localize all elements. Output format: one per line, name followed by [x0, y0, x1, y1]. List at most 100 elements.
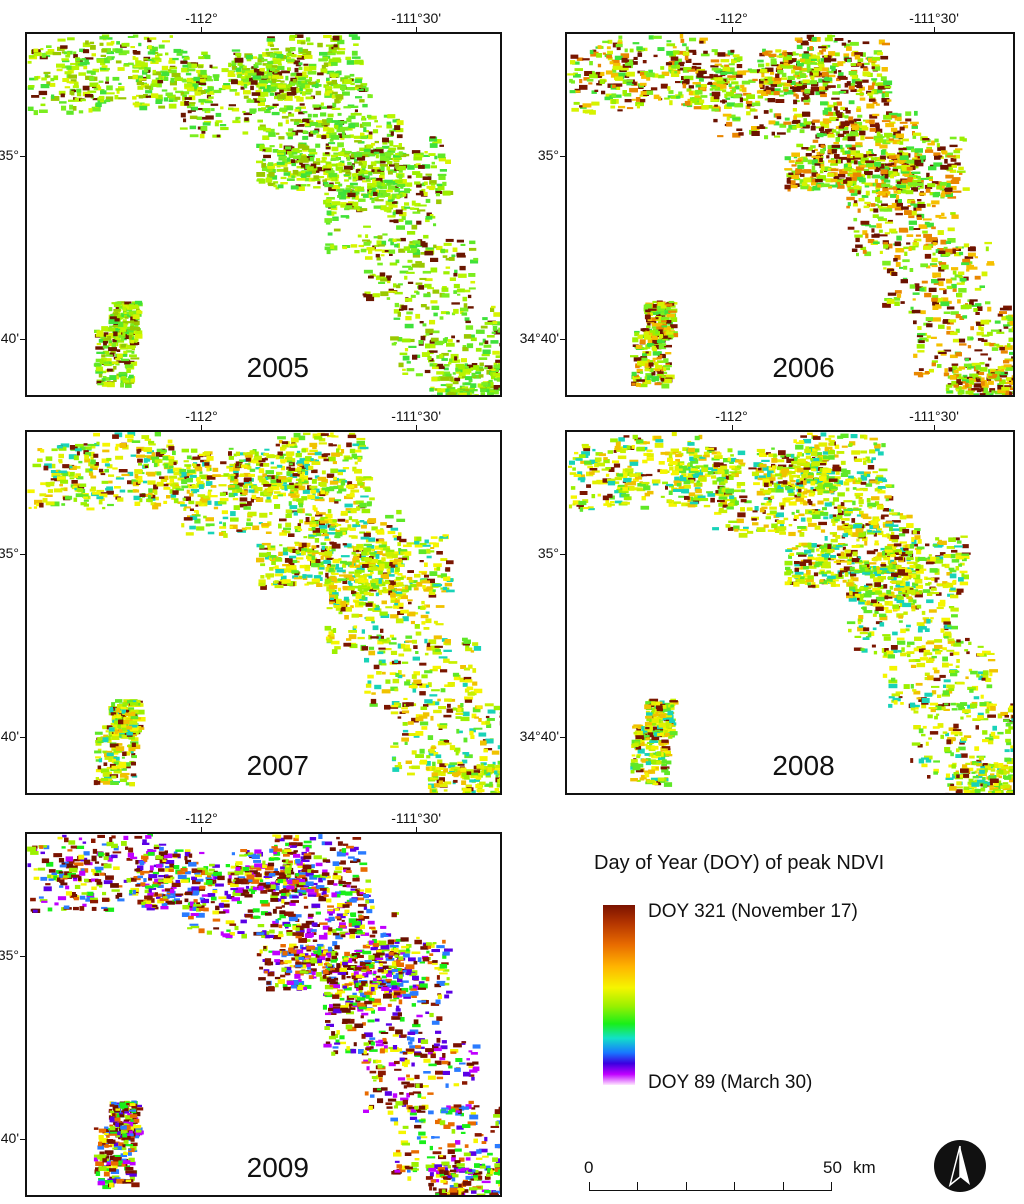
ndvi-pixel: [67, 37, 75, 41]
ndvi-pixel: [639, 339, 646, 345]
ndvi-pixel: [76, 88, 82, 93]
ndvi-pixel: [650, 311, 659, 315]
ndvi-pixel: [887, 219, 893, 223]
ndvi-pixel: [415, 192, 422, 196]
ndvi-pixel: [115, 48, 123, 54]
ndvi-pixel: [661, 320, 667, 323]
ndvi-pixel: [355, 77, 363, 80]
ndvi-pixel: [969, 380, 975, 385]
ndvi-pixel: [334, 181, 341, 184]
ndvi-pixel: [864, 170, 873, 176]
ndvi-pixel: [475, 371, 482, 375]
ndvi-pixel: [75, 473, 81, 476]
ndvi-pixel: [717, 52, 726, 57]
ndvi-pixel: [691, 65, 697, 71]
ndvi-pixel: [143, 36, 149, 40]
ndvi-pixel: [404, 206, 411, 209]
ndvi-pixel: [934, 155, 941, 160]
ndvi-pixel: [269, 92, 275, 96]
ndvi-pixel: [912, 132, 922, 136]
ndvi-pixel: [878, 39, 885, 45]
ndvi-pixel: [461, 386, 469, 389]
ndvi-pixel: [863, 168, 870, 171]
ndvi-pixel: [129, 304, 138, 309]
ndvi-pixel: [848, 100, 855, 105]
ndvi-pixel: [797, 165, 805, 169]
ndvi-pixel: [357, 234, 362, 238]
ndvi-pixel: [960, 381, 966, 384]
ndvi-pixel: [295, 75, 299, 81]
ndvi-pixel: [98, 373, 103, 378]
ndvi-pixel: [702, 76, 712, 79]
ndvi-pixel: [173, 498, 179, 504]
ndvi-pixel: [131, 320, 140, 325]
ndvi-pixel: [790, 80, 796, 85]
ndvi-pixel: [354, 250, 360, 254]
ndvi-pixel: [417, 209, 426, 212]
ndvi-pixel: [827, 134, 835, 138]
ndvi-pixel: [360, 152, 370, 157]
ndvi-pixel: [191, 79, 200, 84]
ndvi-pixel: [389, 262, 398, 266]
ndvi-pixel: [148, 440, 155, 444]
ndvi-pixel: [928, 166, 937, 171]
ndvi-pixel: [212, 74, 220, 78]
ndvi-pixel: [646, 325, 651, 329]
ndvi-pixel: [118, 372, 128, 378]
ndvi-pixel: [861, 52, 866, 57]
ndvi-pixel: [449, 376, 454, 382]
ndvi-pixel: [370, 161, 377, 167]
ndvi-pixel: [331, 201, 341, 206]
ndvi-pixel: [418, 285, 425, 290]
ndvi-pixel: [267, 52, 272, 57]
ndvi-pixel: [658, 323, 667, 328]
ndvi-pixel: [913, 371, 923, 376]
ndvi-pixel: [851, 125, 859, 131]
ndvi-pixel: [498, 327, 500, 332]
ndvi-pixel: [846, 158, 855, 163]
ndvi-pixel: [236, 70, 245, 76]
ndvi-pixel: [123, 42, 130, 47]
ndvi-pixel: [106, 377, 111, 381]
ndvi-pixel: [324, 184, 334, 188]
ndvi-pixel: [464, 376, 472, 381]
ndvi-pixel: [617, 72, 627, 76]
ndvi-pixel: [280, 176, 287, 180]
ndvi-pixel: [101, 326, 109, 331]
ndvi-pixel: [626, 107, 634, 110]
ndvi-pixel: [836, 181, 840, 186]
ndvi-pixel: [800, 58, 806, 62]
ndvi-pixel: [113, 331, 118, 337]
ndvi-pixel: [830, 178, 838, 183]
ndvi-pixel: [127, 471, 134, 477]
ndvi-pixel: [411, 200, 416, 206]
ndvi-pixel: [820, 101, 828, 106]
ndvi-pixel: [101, 354, 106, 358]
ndvi-pixel: [855, 92, 865, 96]
longitude-label: -111°30': [909, 10, 959, 26]
ndvi-pixel: [959, 343, 967, 346]
ndvi-pixel: [985, 246, 989, 252]
longitude-tick: [934, 27, 935, 33]
ndvi-pixel: [615, 43, 623, 48]
ndvi-pixel: [46, 75, 51, 78]
ndvi-pixel: [980, 353, 988, 356]
ndvi-pixel: [431, 394, 437, 395]
ndvi-pixel: [323, 126, 330, 132]
ndvi-pixel: [308, 148, 316, 153]
ndvi-pixel: [403, 153, 410, 157]
ndvi-pixel: [993, 343, 1000, 347]
ndvi-pixel: [124, 331, 129, 335]
ndvi-pixel: [833, 102, 837, 106]
ndvi-pixel: [263, 127, 271, 132]
ndvi-pixel: [287, 135, 293, 140]
ndvi-pixel: [952, 190, 962, 193]
ndvi-pixel: [753, 115, 758, 119]
ndvi-pixel: [746, 94, 755, 99]
ndvi-pixel: [397, 283, 403, 286]
ndvi-pixel: [869, 128, 876, 132]
ndvi-pixel: [911, 200, 916, 204]
ndvi-pixel: [847, 187, 855, 192]
ndvi-pixel: [925, 149, 934, 153]
ndvi-pixel: [1001, 392, 1006, 395]
